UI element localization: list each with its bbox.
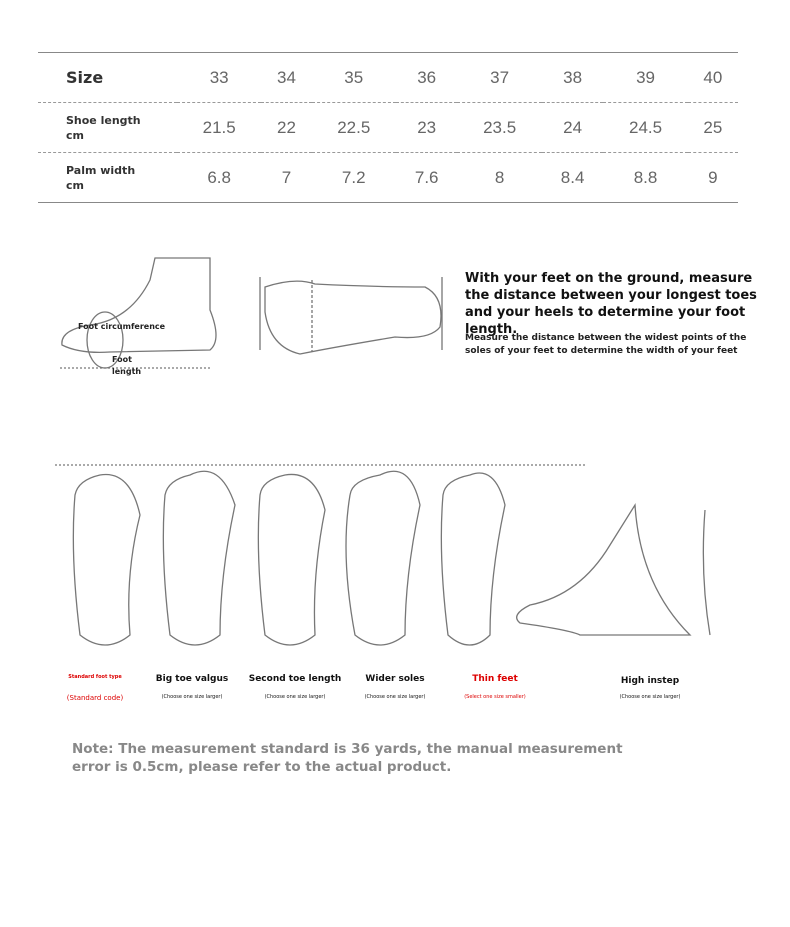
foot-type-advice: (Select one size smaller) <box>464 694 526 700</box>
foot-type-advice: (Choose one size larger) <box>161 694 223 700</box>
table-cell: 8 <box>494 167 505 187</box>
row-header: Palm width cm <box>38 153 177 203</box>
table-cell: 22 <box>276 117 296 137</box>
foot-type-name: Wider soles <box>365 674 425 684</box>
table-cell: 8.8 <box>633 167 658 187</box>
row-unit: cm <box>66 178 84 192</box>
table-cell: 25 <box>703 117 723 137</box>
table-cell: 23.5 <box>483 117 517 137</box>
foot-type-name: High instep <box>620 676 680 686</box>
table-cell: 24 <box>563 117 583 137</box>
foot-length-label: Foot length <box>112 355 142 376</box>
table-cell: 23 <box>417 117 437 137</box>
table-cell: 24.5 <box>629 117 663 137</box>
table-cell: 38 <box>563 67 583 87</box>
table-row: Palm width cm 6.8 7 7.2 7.6 8 8.4 8.8 9 <box>38 153 738 203</box>
table-cell: 7 <box>281 167 292 187</box>
table-cell: 39 <box>636 67 655 87</box>
table-cell: 22.5 <box>337 117 371 137</box>
table-cell: 37 <box>490 67 510 87</box>
row-label: Size <box>66 67 104 87</box>
table-cell: 6.8 <box>207 167 231 187</box>
instruction-sub: Measure the distance between the widest … <box>465 333 747 356</box>
table-cell: 7.6 <box>414 167 439 187</box>
foot-circumference-label: Foot circumference <box>78 322 166 331</box>
foot-type-name: Standard foot type <box>68 674 122 680</box>
foot-type-advice: (Choose one size larger) <box>264 694 326 700</box>
foot-types-illustration <box>55 464 711 646</box>
foot-type-name: Big toe valgus <box>155 674 229 684</box>
table-cell: 35 <box>344 67 364 87</box>
measurement-note: Note: The measurement standard is 36 yar… <box>72 741 623 775</box>
row-header: Size <box>38 53 177 103</box>
table-cell: 7.2 <box>341 167 366 187</box>
row-label: Shoe length <box>66 113 141 127</box>
table-row: Size 33 34 35 36 37 38 39 40 <box>38 53 738 103</box>
table-cell: 8.4 <box>560 167 585 187</box>
table-cell: 21.5 <box>202 117 236 137</box>
size-table: Size 33 34 35 36 37 38 39 40 Shoe length cm 21.5 22 2… <box>38 52 738 203</box>
foot-type-advice: (Choose one size larger) <box>619 694 681 700</box>
foot-type-advice: (Standard code) <box>66 694 124 702</box>
row-header: Shoe length cm <box>38 103 177 153</box>
table-cell: 34 <box>276 67 296 87</box>
table-cell: 9 <box>708 167 718 187</box>
foot-type-name: Second toe length <box>248 674 342 684</box>
top-foot-illustration <box>259 277 443 355</box>
foot-type-advice: (Choose one size larger) <box>364 694 426 700</box>
row-label: Palm width <box>66 163 136 177</box>
side-foot-illustration <box>60 257 217 369</box>
row-unit: cm <box>66 128 84 142</box>
foot-type-name: Thin feet <box>472 674 518 684</box>
table-cell: 36 <box>417 67 437 87</box>
table-row: Shoe length cm 21.5 22 22.5 23 23.5 24 24.5 25 <box>38 103 738 153</box>
table-cell: 33 <box>209 67 229 87</box>
table-cell: 40 <box>703 67 723 87</box>
instruction-main: With your feet on the ground, measure th… <box>465 271 757 337</box>
